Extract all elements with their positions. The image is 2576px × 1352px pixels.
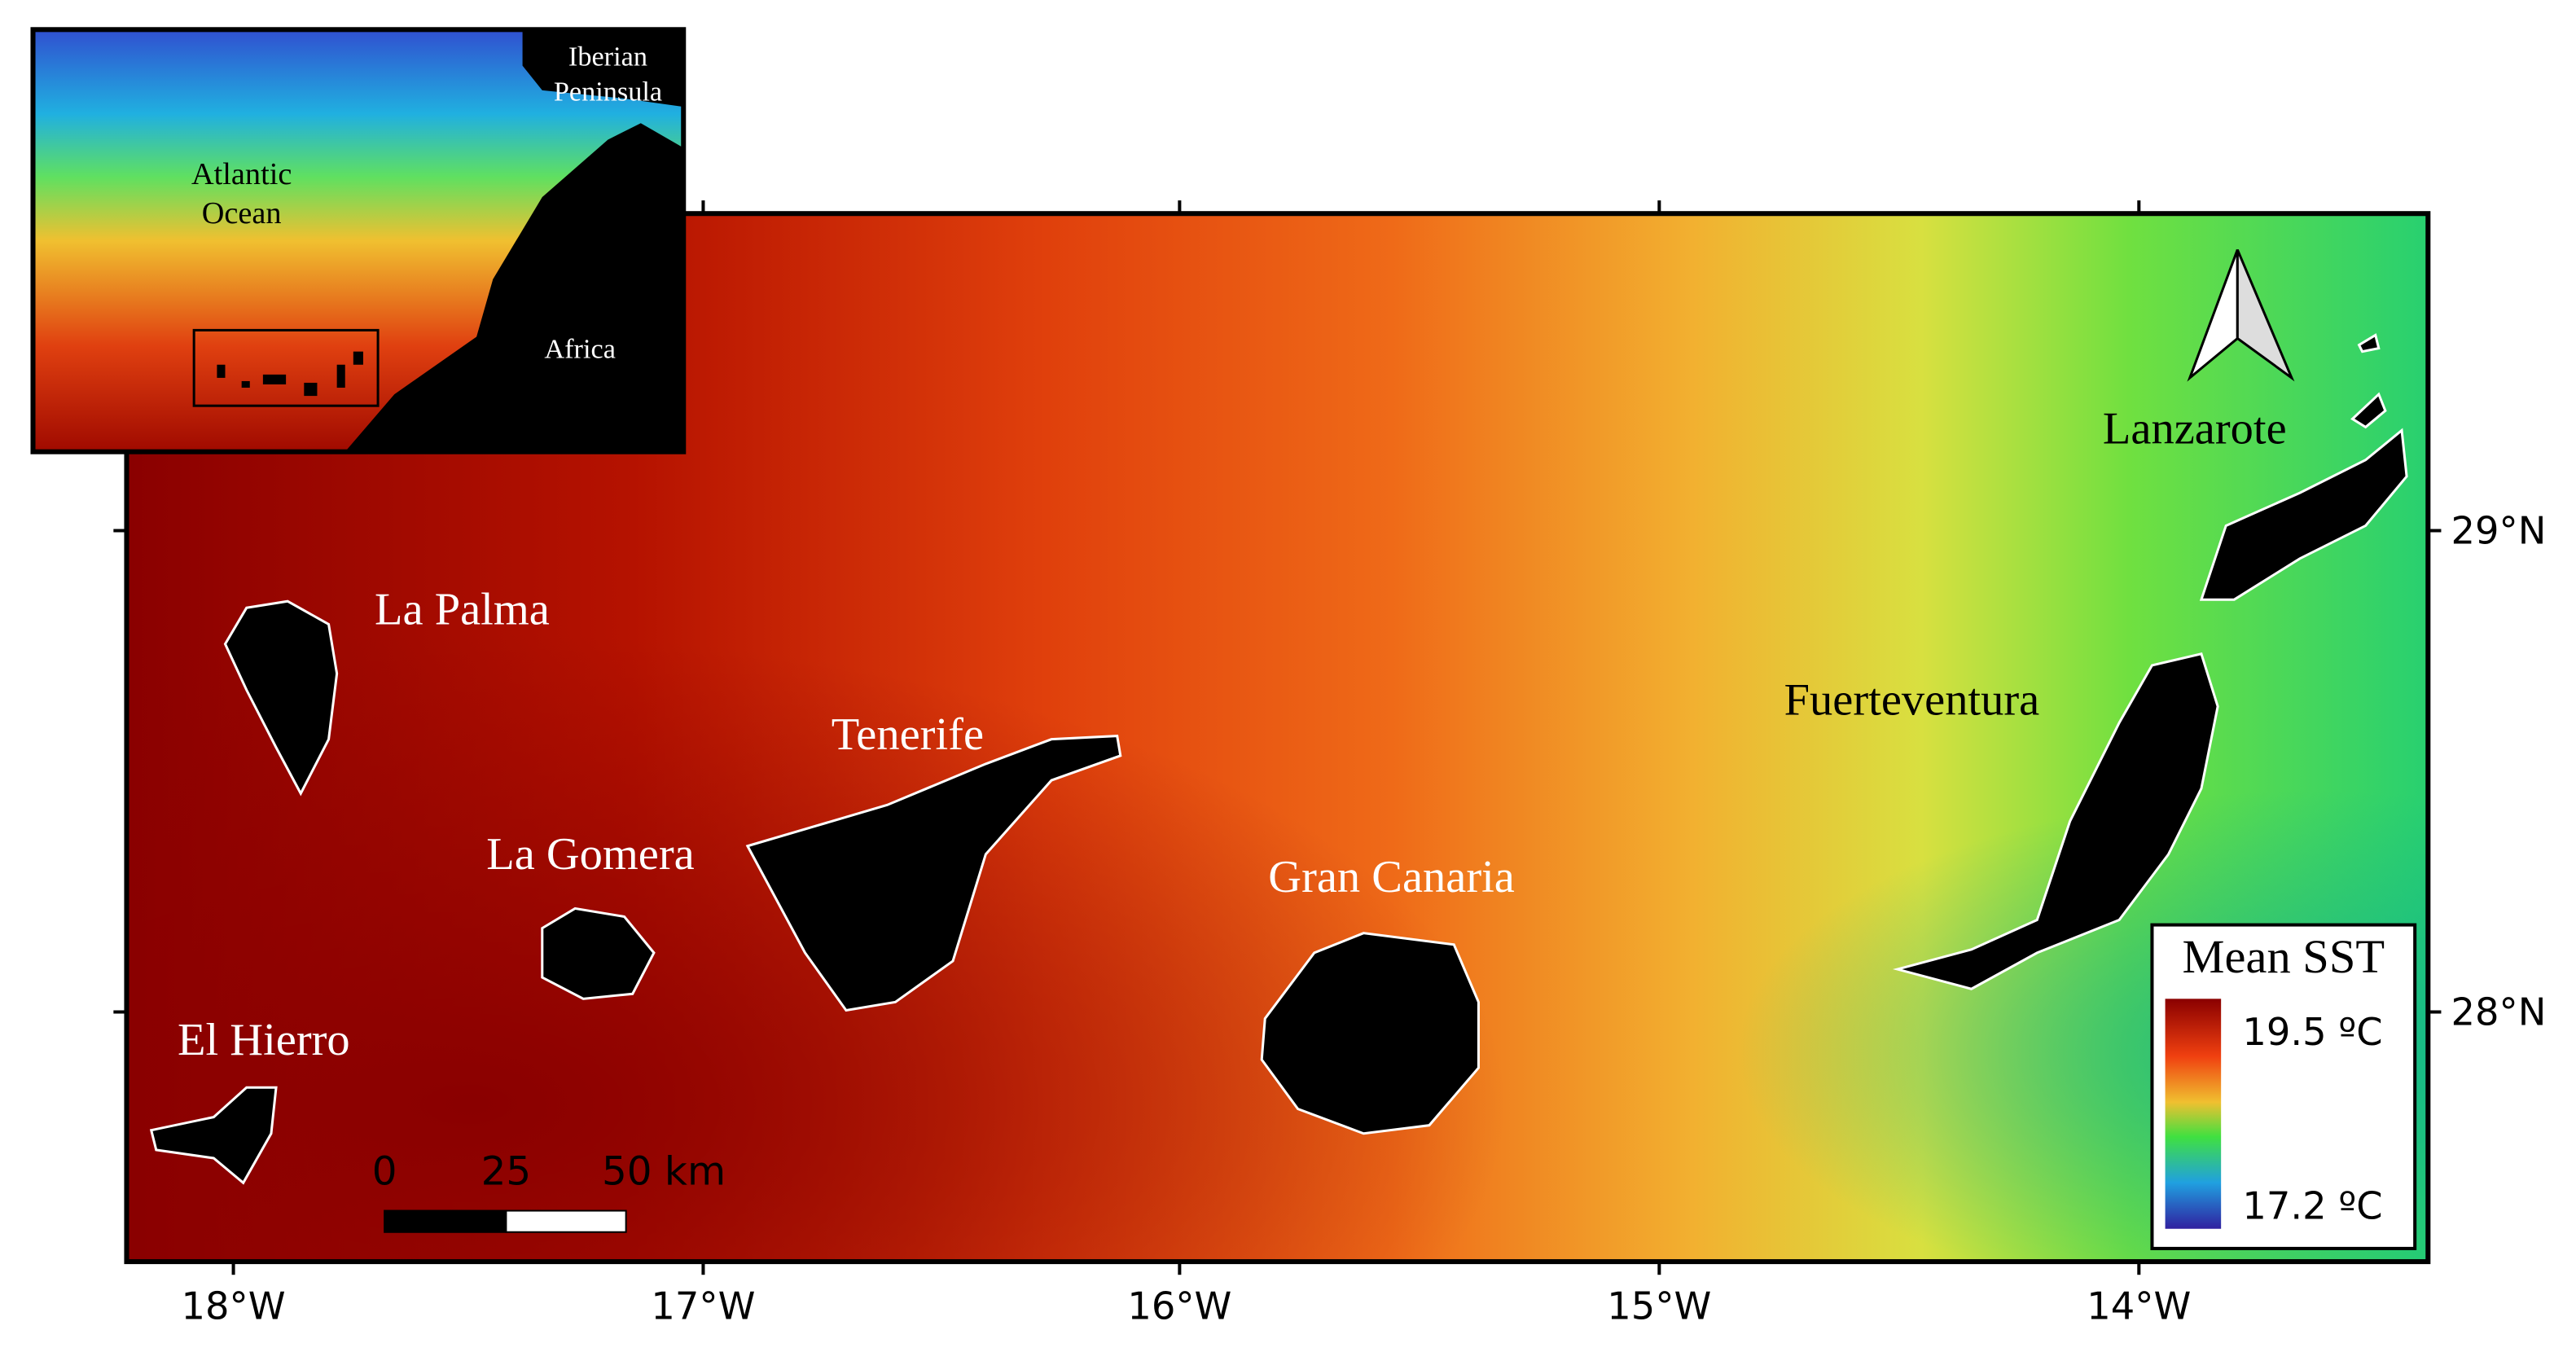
scale-label: 50 km [602, 1148, 726, 1194]
legend-label: 17.2 ºC [2242, 1184, 2382, 1228]
island [149, 1086, 278, 1185]
iberia [522, 29, 684, 108]
island-label: Gran Canaria [1268, 852, 1515, 902]
map-frame [124, 211, 2431, 1265]
x-tick-label: 18°W [182, 1284, 286, 1328]
x-tick-label: 17°W [651, 1284, 755, 1328]
legend-label: 19.5 ºC [2242, 1010, 2382, 1054]
inset-map: Iberian Peninsula Atlantic Ocean Africa [30, 27, 687, 454]
inset-label: Africa [544, 334, 616, 365]
north-arrow [2187, 248, 2295, 382]
island-label: El Hierro [178, 1015, 350, 1065]
tick-labels: 18°W 17°W 16°W 15°W 14°W 29°N 28°N [182, 509, 2547, 1328]
y-tick-label: 28°N [2451, 990, 2547, 1034]
island-label: La Palma [375, 584, 550, 634]
islands [149, 333, 2408, 1185]
legend-title: Mean SST [2183, 930, 2385, 983]
island-label: Lanzarote [2103, 404, 2287, 454]
scale-label: 25 [481, 1148, 532, 1194]
x-tick-label: 15°W [1607, 1284, 1711, 1328]
inset-label: Atlantic Ocean [191, 157, 292, 230]
scale-bar: 0 25 50 km [372, 1148, 726, 1233]
africa [344, 29, 684, 452]
island-label: Fuerteventura [1784, 674, 2040, 725]
ticks [113, 200, 2442, 1275]
x-tick-label: 16°W [1127, 1284, 1231, 1328]
inset-label: Iberian Peninsula [554, 42, 662, 108]
island-label: Tenerife [832, 709, 984, 760]
island-label: La Gomera [486, 829, 695, 880]
scale-label: 0 [372, 1148, 397, 1194]
y-tick-label: 29°N [2451, 509, 2547, 553]
island [1260, 932, 1480, 1135]
island [745, 735, 1122, 1012]
study-area-box [192, 328, 380, 407]
islet [2357, 333, 2381, 353]
island [1892, 652, 2219, 990]
island [2199, 428, 2408, 601]
island [541, 906, 656, 1000]
x-tick-label: 14°W [2087, 1284, 2191, 1328]
island [223, 599, 339, 797]
islet [2350, 392, 2387, 429]
island-labels: La Palma El Hierro La Gomera Tenerife Gr… [178, 404, 2287, 1065]
legend: Mean SST 19.5 ºC 17.2 ºC [2150, 923, 2417, 1250]
inset-islands [217, 351, 363, 397]
